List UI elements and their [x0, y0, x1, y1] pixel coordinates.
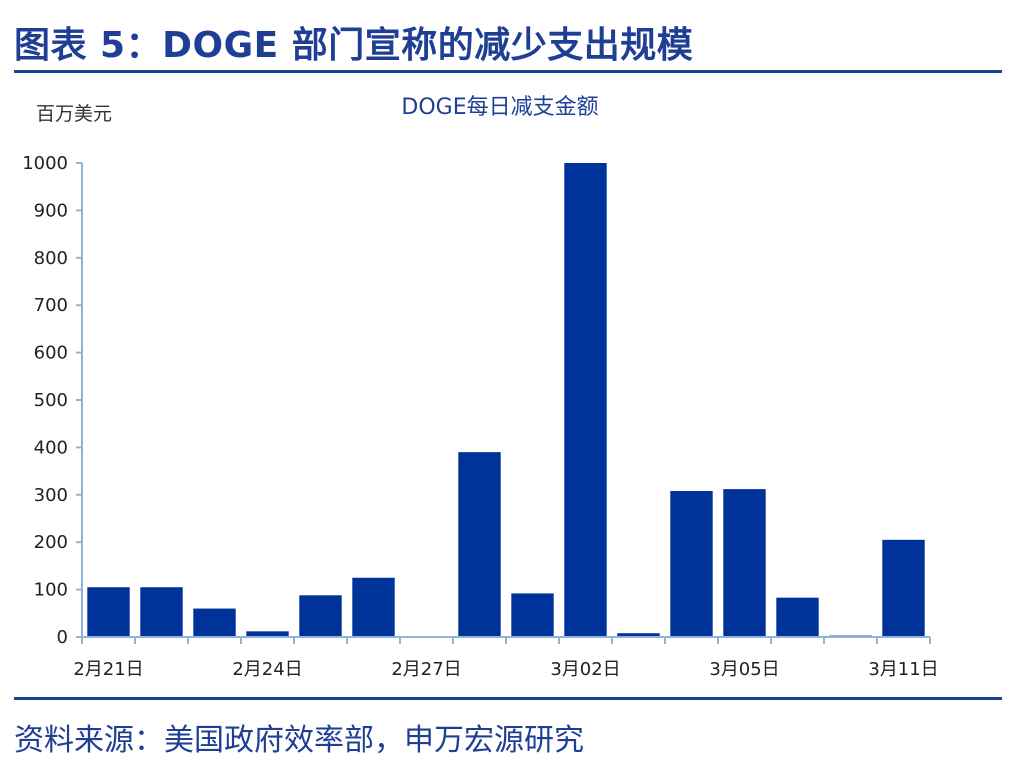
bar-3月03日 [617, 633, 660, 637]
bar-3月05日 [723, 489, 766, 637]
bar-2月22日 [140, 587, 183, 637]
x-tick-label: 3月05日 [709, 659, 779, 680]
bar-3月04日 [670, 491, 713, 637]
x-tick-label: 2月27日 [391, 659, 461, 680]
bar-2月21日 [87, 587, 130, 637]
bar-2月24日 [246, 631, 289, 637]
top-rule [14, 70, 1002, 73]
y-axis-label: 百万美元 [36, 103, 112, 125]
bar-3月11日 [882, 539, 925, 637]
y-tick-label: 400 [34, 437, 68, 458]
bar-2月26日 [352, 577, 395, 637]
bottom-rule [14, 697, 1002, 700]
y-tick-label: 500 [34, 390, 68, 411]
y-tick-label: 0 [57, 627, 68, 648]
x-tick-label: 3月11日 [868, 659, 938, 680]
bar-2月25日 [299, 595, 342, 637]
y-tick-label: 100 [34, 580, 68, 601]
y-tick-label: 700 [34, 295, 68, 316]
figure-title: 图表 5：DOGE 部门宣称的减少支出规模 [14, 25, 694, 66]
chart-title: DOGE每日减支金额 [401, 95, 598, 120]
bar-3月06日 [776, 597, 819, 637]
source-note: 资料来源：美国政府效率部，申万宏源研究 [14, 723, 584, 758]
bar-3月02日 [564, 163, 607, 637]
bar-2月28日 [458, 452, 501, 637]
y-tick-label: 1000 [22, 153, 68, 174]
bar-chart: 百万美元 DOGE每日减支金额 0 100 200 300 400 500 600 700 80… [22, 95, 938, 680]
y-tick-label: 600 [34, 343, 68, 364]
y-tick-label: 200 [34, 532, 68, 553]
x-tick-label: 2月24日 [232, 659, 302, 680]
y-tick-label: 300 [34, 485, 68, 506]
bar-3月01日 [511, 593, 554, 637]
x-tick-label: 3月02日 [550, 659, 620, 680]
y-tick-label: 900 [34, 200, 68, 221]
y-tick-label: 800 [34, 248, 68, 269]
x-tick-label: 2月21日 [73, 659, 143, 680]
bar-2月23日 [193, 608, 236, 637]
